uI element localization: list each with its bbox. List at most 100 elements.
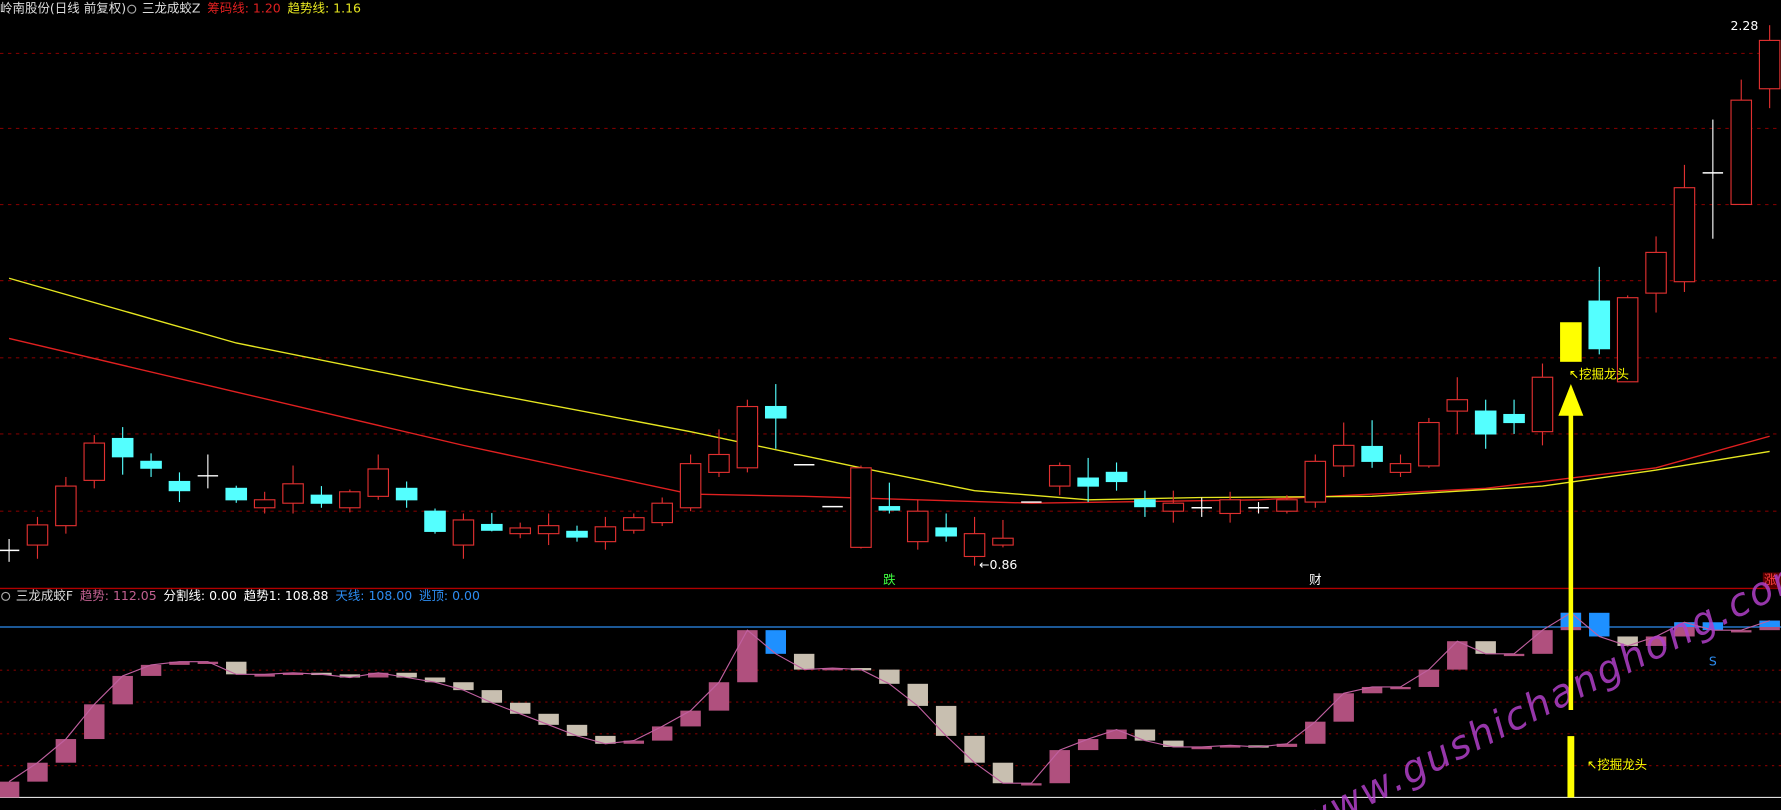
candle-body	[310, 494, 333, 504]
bar	[1390, 686, 1411, 690]
candle-body	[83, 442, 106, 481]
legend-label: 筹码线: 1.20	[207, 1, 280, 16]
bar	[282, 672, 304, 676]
candle-body	[1446, 399, 1469, 412]
bar	[169, 661, 190, 665]
candle-body	[935, 527, 957, 537]
badge	[1762, 572, 1781, 589]
bar	[453, 682, 474, 691]
bar	[907, 683, 928, 706]
bar	[538, 713, 559, 725]
legend-label: 趋势1: 108.88	[244, 588, 329, 603]
bar	[1276, 743, 1298, 747]
bar	[680, 710, 701, 727]
candle-body	[452, 519, 475, 546]
bar	[339, 674, 361, 678]
bar	[1475, 641, 1496, 654]
candle-body	[424, 510, 446, 532]
bar	[55, 739, 77, 763]
bar	[964, 735, 985, 763]
candle-body	[878, 506, 901, 511]
candle-body	[992, 537, 1014, 546]
bar	[1305, 721, 1326, 744]
candle-body	[1048, 464, 1071, 487]
candle-body	[1531, 376, 1554, 433]
candle-body	[55, 485, 77, 527]
candle-body	[1645, 251, 1667, 294]
legend-label: 逃顶: 0.00	[419, 588, 480, 603]
bar	[368, 672, 389, 678]
bar	[197, 661, 219, 664]
annotation: 跌	[883, 572, 896, 587]
bar	[140, 664, 162, 676]
annotation: ↖挖掘龙头	[1569, 366, 1629, 381]
candle-body	[395, 487, 418, 501]
bar	[935, 705, 957, 736]
bar	[765, 630, 787, 654]
candle-body	[1276, 499, 1298, 512]
bar	[1106, 729, 1127, 740]
candle-body	[764, 405, 787, 419]
bar	[1191, 746, 1212, 750]
bar	[481, 690, 503, 703]
candle-body	[1219, 499, 1241, 515]
legend-label: 天线: 108.00	[335, 588, 412, 603]
candle-body	[679, 463, 702, 509]
bar	[992, 762, 1014, 784]
bar	[1077, 739, 1099, 751]
bar	[1163, 740, 1184, 747]
signal-arrowhead	[1558, 383, 1584, 416]
bar	[1333, 693, 1354, 722]
bar	[1418, 669, 1440, 687]
candle-body	[736, 405, 759, 469]
bar-top	[1674, 622, 1695, 628]
candle-body	[140, 460, 162, 469]
candle-body	[225, 487, 248, 501]
annotation: ↖挖掘龙头	[1587, 757, 1647, 772]
bar	[1702, 622, 1724, 631]
candle-body	[1673, 187, 1696, 283]
bar	[566, 724, 588, 736]
candle-body	[1758, 39, 1781, 90]
chart-title: 岭南股份(日线 前复权)	[0, 1, 126, 16]
indicator-line	[8, 277, 1770, 501]
bar-top	[1759, 620, 1780, 628]
candle-body	[481, 523, 503, 531]
candle-body	[339, 491, 361, 509]
candle-body	[111, 437, 134, 458]
legend-label: 分割线: 0.00	[163, 588, 236, 603]
candle-body	[1389, 463, 1412, 473]
panel-icon	[127, 4, 137, 14]
candle-body	[1162, 502, 1185, 512]
candle-body	[906, 510, 929, 543]
candle-body	[1418, 421, 1440, 467]
bar	[254, 674, 275, 677]
bar	[1731, 630, 1752, 633]
bar	[1447, 641, 1468, 670]
panel-icon	[1, 591, 11, 601]
candle-body	[594, 526, 617, 543]
panel-title: 三龙成蛟F	[16, 588, 73, 603]
bar	[1503, 653, 1525, 657]
candle-body	[1730, 99, 1753, 206]
bar	[1532, 630, 1553, 654]
candle-body	[26, 524, 49, 546]
candle-body	[1304, 460, 1327, 503]
candle-body	[1588, 300, 1611, 350]
bar	[879, 669, 900, 684]
bar	[1589, 612, 1610, 637]
bar	[226, 661, 247, 675]
signal-bar	[1567, 736, 1575, 798]
candle-body	[1503, 413, 1525, 424]
legend-label: 趋势线: 1.16	[288, 1, 361, 16]
annotation: 涨	[1764, 572, 1777, 587]
bar	[1219, 745, 1241, 748]
annotation: ←0.86	[979, 557, 1017, 572]
candle-body	[1134, 499, 1156, 508]
bar	[1134, 729, 1156, 741]
bar	[651, 726, 673, 741]
bar	[27, 762, 48, 782]
upper-grid	[0, 52, 1781, 512]
